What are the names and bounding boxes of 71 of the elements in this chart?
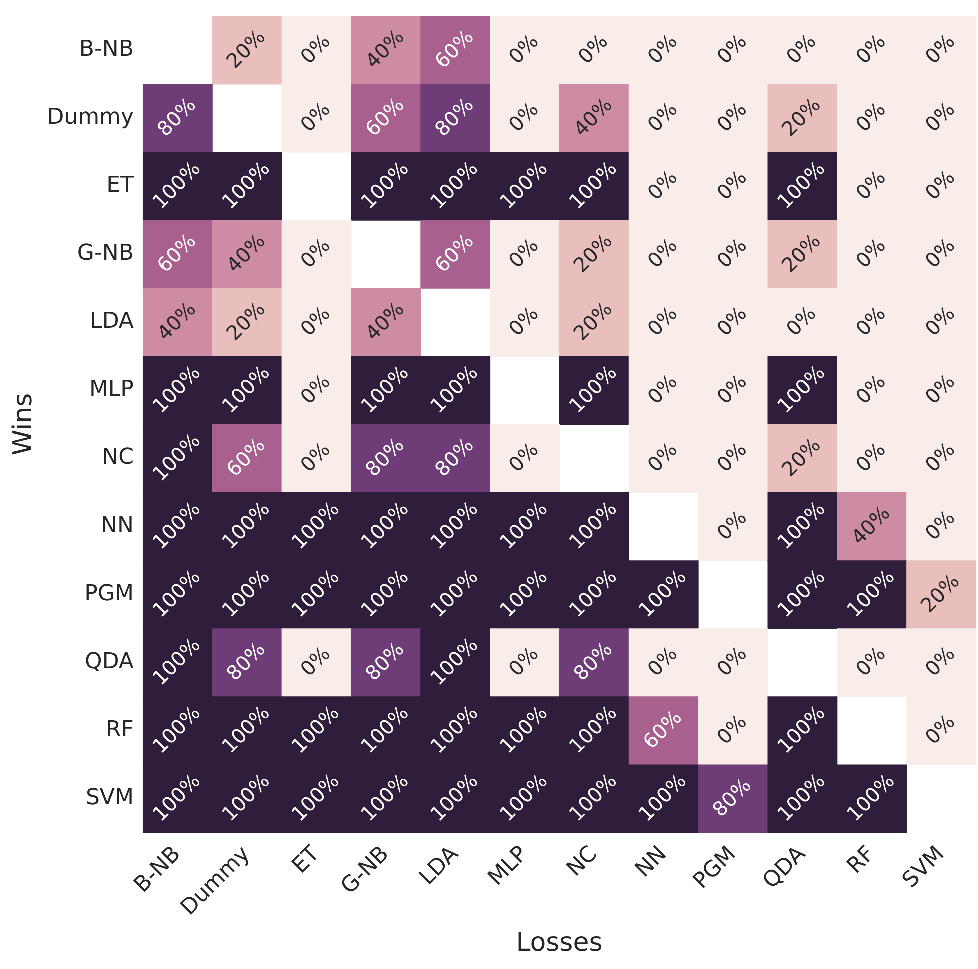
y-tick-label: NN: [101, 513, 134, 538]
data-label: 0%: [296, 97, 335, 137]
data-label: 0%: [712, 165, 752, 205]
data-label: 0%: [920, 29, 960, 69]
data-label: 0%: [296, 233, 335, 273]
data-label: 0%: [781, 301, 821, 341]
data-label: 0%: [850, 642, 890, 682]
data-label: 0%: [712, 710, 752, 750]
x-axis-title: Losses: [516, 928, 603, 958]
data-label: 0%: [850, 97, 890, 137]
data-label: 0%: [296, 438, 335, 477]
data-label: 0%: [642, 165, 682, 205]
data-label: 0%: [642, 97, 682, 137]
x-tick-label: LDA: [414, 842, 464, 890]
x-tick-label: ET: [288, 841, 326, 879]
data-label: 0%: [296, 29, 335, 69]
data-label: 0%: [850, 438, 890, 477]
y-tick-label: Dummy: [47, 104, 134, 130]
data-label: 0%: [712, 301, 752, 341]
data-label: 0%: [920, 642, 960, 682]
y-tick-label: RF: [106, 717, 134, 742]
data-label: 0%: [504, 97, 544, 137]
data-label: 0%: [296, 642, 335, 682]
data-label: 0%: [642, 29, 682, 69]
data-label: 0%: [642, 369, 682, 409]
x-tick-label: NN: [630, 842, 672, 883]
data-label: 0%: [296, 369, 335, 409]
data-label: 0%: [850, 29, 890, 69]
data-label: 0%: [920, 369, 960, 409]
data-label: 0%: [920, 165, 960, 205]
y-tick-label: SVM: [86, 785, 134, 810]
y-axis-title: Wins: [8, 393, 38, 456]
data-label: 0%: [920, 438, 960, 477]
data-label: 0%: [850, 165, 890, 205]
data-label: 0%: [642, 438, 682, 477]
data-label: 0%: [642, 642, 682, 682]
y-tick-label: B-NB: [79, 36, 134, 62]
data-label: 0%: [920, 97, 960, 137]
data-label: 0%: [920, 710, 960, 750]
data-label: 0%: [504, 438, 544, 477]
data-label: 0%: [504, 301, 544, 341]
data-label: 0%: [642, 233, 682, 273]
y-tick-label: MLP: [89, 377, 134, 402]
data-label: 0%: [850, 369, 890, 409]
data-label: 0%: [712, 369, 752, 409]
data-label: 0%: [712, 642, 752, 682]
data-label: 0%: [296, 301, 335, 341]
data-label: 0%: [712, 438, 752, 477]
y-tick-label: G-NB: [77, 241, 134, 266]
data-label: 0%: [712, 506, 752, 545]
data-label: 0%: [920, 233, 960, 273]
data-label: 0%: [850, 301, 890, 341]
y-tick-label: PGM: [84, 581, 134, 606]
y-tick-label: LDA: [90, 309, 134, 334]
data-label: 0%: [573, 29, 613, 69]
data-label: 0%: [712, 97, 752, 137]
y-tick-label: ET: [106, 173, 135, 198]
x-tick-label: NC: [562, 842, 602, 882]
data-label: 0%: [504, 642, 544, 682]
y-tick-label: NC: [102, 445, 134, 470]
data-label: 0%: [712, 233, 752, 273]
x-tick-label: RF: [842, 842, 880, 880]
data-label: 0%: [712, 29, 752, 69]
data-label: 0%: [504, 233, 544, 273]
data-label: 0%: [504, 29, 544, 69]
data-label: 0%: [920, 506, 960, 545]
data-label: 0%: [920, 301, 960, 341]
data-label: 0%: [642, 301, 682, 341]
data-label: 0%: [781, 29, 821, 69]
data-label: 0%: [850, 233, 890, 273]
y-tick-label: QDA: [85, 649, 134, 674]
